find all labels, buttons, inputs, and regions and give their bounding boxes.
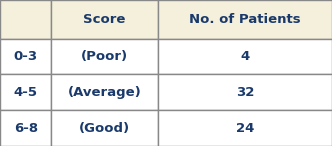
Text: 4: 4 xyxy=(240,50,249,63)
Text: Score: Score xyxy=(83,13,126,26)
Text: 32: 32 xyxy=(236,86,254,99)
Bar xyxy=(0,74,51,110)
Bar xyxy=(51,0,158,39)
Text: 0-3: 0-3 xyxy=(14,50,38,63)
Text: 4-5: 4-5 xyxy=(14,86,38,99)
Bar xyxy=(51,39,158,74)
Text: (Average): (Average) xyxy=(68,86,141,99)
Text: (Poor): (Poor) xyxy=(81,50,128,63)
Bar xyxy=(158,39,332,74)
Bar xyxy=(158,74,332,110)
Bar xyxy=(0,0,51,39)
Text: (Good): (Good) xyxy=(79,122,130,135)
Bar xyxy=(51,110,158,146)
Text: 24: 24 xyxy=(236,122,254,135)
Text: 6-8: 6-8 xyxy=(14,122,38,135)
Bar xyxy=(158,110,332,146)
Bar xyxy=(0,110,51,146)
Bar xyxy=(158,0,332,39)
Bar xyxy=(0,39,51,74)
Bar xyxy=(51,74,158,110)
Text: No. of Patients: No. of Patients xyxy=(189,13,301,26)
